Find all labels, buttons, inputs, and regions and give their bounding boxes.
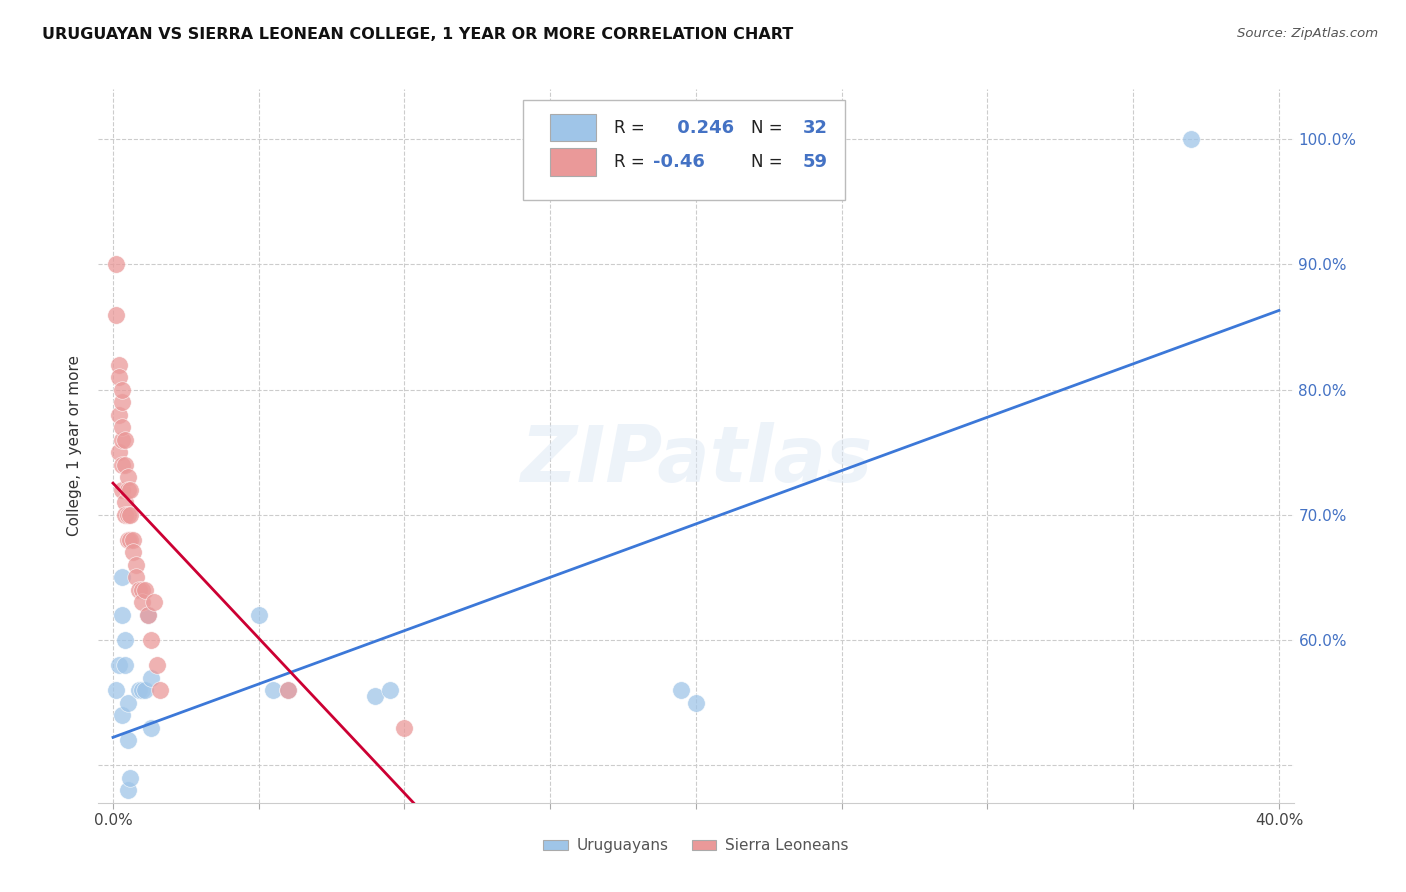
Text: ZIPatlas: ZIPatlas bbox=[520, 422, 872, 499]
Point bbox=[117, 508, 139, 522]
Point bbox=[108, 445, 131, 459]
Point bbox=[125, 558, 148, 572]
FancyBboxPatch shape bbox=[550, 148, 596, 176]
Point bbox=[149, 683, 172, 698]
Text: 0.246: 0.246 bbox=[671, 119, 734, 136]
Point bbox=[111, 483, 134, 497]
FancyBboxPatch shape bbox=[523, 100, 845, 200]
Point bbox=[114, 508, 136, 522]
Point bbox=[136, 607, 159, 622]
Point bbox=[108, 358, 131, 372]
Text: N =: N = bbox=[751, 153, 783, 171]
Point bbox=[139, 721, 162, 735]
Point bbox=[117, 533, 139, 547]
Legend: Uruguayans, Sierra Leoneans: Uruguayans, Sierra Leoneans bbox=[537, 832, 855, 859]
Point bbox=[111, 420, 134, 434]
Point bbox=[277, 683, 299, 698]
Point bbox=[120, 508, 142, 522]
Point bbox=[114, 433, 136, 447]
Point bbox=[111, 607, 134, 622]
Point bbox=[125, 570, 148, 584]
Point bbox=[139, 633, 162, 648]
Point bbox=[104, 308, 127, 322]
Point bbox=[122, 545, 145, 559]
Point bbox=[142, 595, 165, 609]
Point bbox=[108, 408, 131, 422]
Point bbox=[108, 658, 131, 673]
Point bbox=[128, 582, 150, 597]
Text: N =: N = bbox=[751, 119, 783, 136]
Point bbox=[145, 658, 167, 673]
Point bbox=[111, 708, 134, 723]
Point bbox=[131, 683, 153, 698]
Text: Source: ZipAtlas.com: Source: ZipAtlas.com bbox=[1237, 27, 1378, 40]
Point bbox=[364, 690, 387, 704]
Point bbox=[378, 683, 401, 698]
Point bbox=[134, 683, 156, 698]
Point bbox=[671, 683, 693, 698]
Text: 59: 59 bbox=[803, 153, 827, 171]
Text: URUGUAYAN VS SIERRA LEONEAN COLLEGE, 1 YEAR OR MORE CORRELATION CHART: URUGUAYAN VS SIERRA LEONEAN COLLEGE, 1 Y… bbox=[42, 27, 793, 42]
Point bbox=[104, 683, 127, 698]
Point bbox=[262, 683, 284, 698]
Point bbox=[117, 696, 139, 710]
Text: -0.46: -0.46 bbox=[652, 153, 704, 171]
Point bbox=[394, 721, 416, 735]
Point bbox=[131, 595, 153, 609]
Text: R =: R = bbox=[613, 119, 644, 136]
Point bbox=[277, 683, 299, 698]
Y-axis label: College, 1 year or more: College, 1 year or more bbox=[67, 356, 83, 536]
Point bbox=[120, 533, 142, 547]
Point bbox=[114, 658, 136, 673]
Point bbox=[114, 495, 136, 509]
Point bbox=[120, 808, 142, 822]
Point bbox=[122, 533, 145, 547]
Text: 32: 32 bbox=[803, 119, 827, 136]
Point bbox=[128, 683, 150, 698]
Point bbox=[1180, 132, 1202, 146]
Point bbox=[104, 257, 127, 271]
Point bbox=[108, 370, 131, 384]
Point bbox=[131, 582, 153, 597]
Point bbox=[117, 783, 139, 797]
Point bbox=[111, 458, 134, 472]
Point bbox=[120, 771, 142, 785]
Point bbox=[117, 733, 139, 747]
Point bbox=[117, 470, 139, 484]
Point bbox=[117, 483, 139, 497]
Point bbox=[114, 458, 136, 472]
FancyBboxPatch shape bbox=[550, 114, 596, 141]
Point bbox=[111, 570, 134, 584]
Point bbox=[136, 607, 159, 622]
Point bbox=[111, 433, 134, 447]
Point bbox=[139, 671, 162, 685]
Point bbox=[134, 582, 156, 597]
Point bbox=[685, 696, 707, 710]
Point bbox=[111, 383, 134, 397]
Point bbox=[114, 633, 136, 648]
Point bbox=[111, 395, 134, 409]
Text: R =: R = bbox=[613, 153, 644, 171]
Point bbox=[120, 483, 142, 497]
Point bbox=[247, 607, 270, 622]
